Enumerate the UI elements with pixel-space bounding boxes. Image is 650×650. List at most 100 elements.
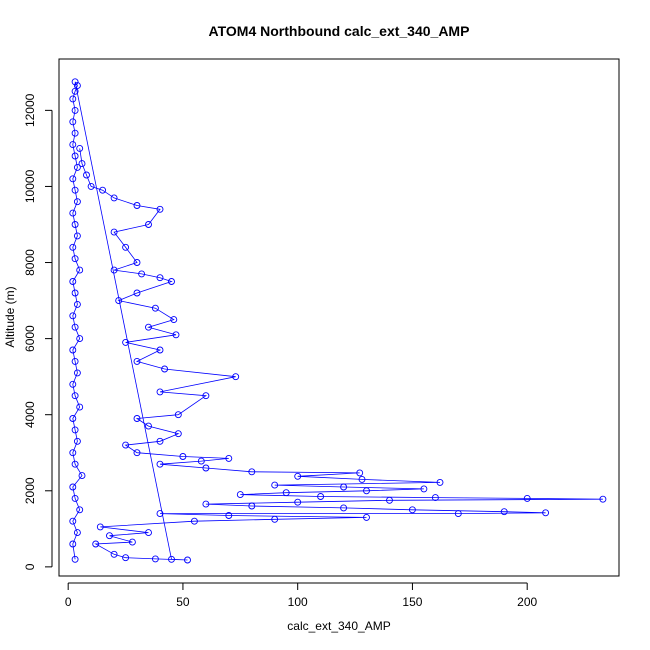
- data-point: [69, 380, 77, 388]
- data-point: [161, 365, 169, 373]
- data-point: [363, 487, 370, 495]
- data-point: [71, 555, 79, 563]
- plot-frame: [58, 58, 620, 577]
- data-point: [236, 491, 244, 499]
- data-point: [71, 255, 79, 263]
- data-point: [69, 415, 77, 422]
- y-tick-label: 0: [23, 563, 37, 570]
- data-point: [69, 243, 77, 251]
- data-point: [73, 529, 81, 537]
- data-point: [69, 209, 77, 217]
- data-point: [408, 506, 416, 514]
- data-point: [500, 508, 508, 516]
- data-point: [340, 483, 348, 491]
- data-point: [599, 495, 607, 503]
- data-point: [145, 221, 152, 228]
- data-point: [436, 478, 444, 486]
- data-point: [168, 278, 175, 285]
- data-point: [71, 152, 79, 160]
- data-point: [225, 454, 233, 462]
- data-point: [174, 430, 182, 438]
- data-point: [202, 464, 210, 472]
- data-point: [248, 468, 256, 476]
- data-point: [71, 392, 79, 400]
- data-point: [145, 422, 152, 430]
- data-point: [110, 550, 118, 558]
- data-point: [69, 175, 77, 183]
- data-point: [356, 469, 364, 477]
- data-point: [202, 500, 210, 508]
- data-point: [115, 297, 123, 305]
- data-point: [294, 472, 302, 480]
- x-axis-label: calc_ext_340_AMP: [287, 619, 390, 633]
- data-point: [96, 523, 104, 531]
- y-tick-label: 12000: [23, 93, 37, 127]
- data-point: [69, 118, 77, 126]
- data-point: [71, 221, 79, 228]
- data-point: [172, 331, 180, 339]
- data-point: [69, 540, 77, 548]
- series-line: [72, 81, 603, 561]
- data-point: [99, 186, 107, 194]
- data-point: [133, 415, 141, 422]
- data-point: [76, 335, 84, 343]
- data-point: [76, 144, 84, 152]
- y-axis-label: Altitude (m): [3, 286, 17, 347]
- data-point: [248, 502, 256, 510]
- data-point: [168, 555, 175, 563]
- data-point: [420, 485, 428, 493]
- data-point: [184, 556, 191, 564]
- data-point: [71, 357, 79, 365]
- data-point: [73, 163, 81, 171]
- data-point: [179, 453, 187, 460]
- data-point: [138, 270, 146, 278]
- data-point: [71, 106, 79, 114]
- data-point: [151, 555, 159, 563]
- data-point: [133, 357, 141, 365]
- x-axis: 0 50 100 150 200: [65, 582, 538, 609]
- data-point: [71, 78, 79, 86]
- x-tick-label: 200: [517, 595, 537, 609]
- data-point: [232, 373, 240, 381]
- data-point: [133, 202, 141, 209]
- data-point: [122, 243, 130, 251]
- x-tick-label: 50: [176, 595, 190, 609]
- data-point: [340, 504, 348, 512]
- data-point: [122, 441, 130, 449]
- data-point: [87, 182, 95, 190]
- data-point: [271, 515, 279, 523]
- data-point: [202, 392, 210, 400]
- data-point: [69, 312, 77, 320]
- x-tick-label: 0: [65, 595, 72, 609]
- data-point: [122, 554, 130, 562]
- data-point: [156, 388, 164, 396]
- data-point: [431, 494, 439, 502]
- data-point: [145, 529, 152, 537]
- data-point: [133, 449, 141, 457]
- data-point: [69, 517, 77, 525]
- data-point: [156, 346, 164, 354]
- data-point: [170, 316, 178, 324]
- data-point: [110, 228, 118, 236]
- data-point: [71, 494, 79, 502]
- data-point: [317, 493, 325, 500]
- data-point: [542, 509, 550, 517]
- data-point: [386, 496, 393, 504]
- data-point: [69, 449, 77, 457]
- data-point: [197, 457, 205, 465]
- data-point: [294, 498, 302, 506]
- data-point: [190, 517, 198, 525]
- data-point: [454, 510, 462, 518]
- data-point: [106, 532, 113, 540]
- data-point: [76, 403, 84, 411]
- y-tick-label: 4000: [23, 401, 37, 428]
- data-point: [128, 538, 136, 546]
- y-tick-label: 6000: [23, 325, 37, 352]
- data-point: [73, 369, 81, 377]
- data-point: [151, 304, 159, 312]
- data-point: [110, 194, 118, 202]
- data-point: [523, 494, 531, 502]
- data-point: [133, 289, 141, 297]
- y-tick-label: 10000: [23, 169, 37, 203]
